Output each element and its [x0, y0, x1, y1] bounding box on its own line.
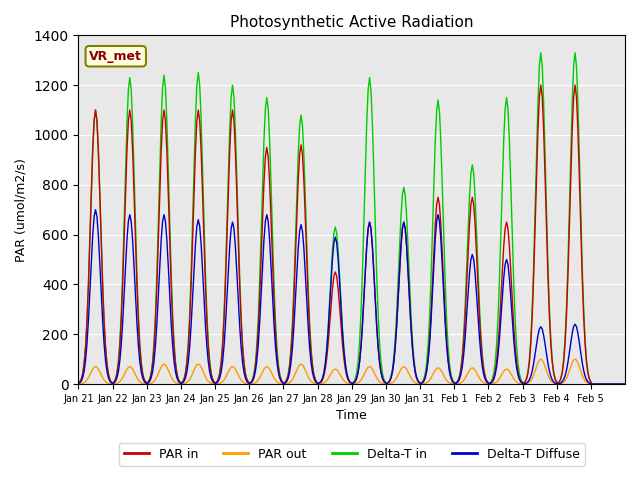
- Text: VR_met: VR_met: [90, 50, 142, 63]
- Title: Photosynthetic Active Radiation: Photosynthetic Active Radiation: [230, 15, 474, 30]
- X-axis label: Time: Time: [337, 409, 367, 422]
- Legend: PAR in, PAR out, Delta-T in, Delta-T Diffuse: PAR in, PAR out, Delta-T in, Delta-T Dif…: [119, 443, 584, 466]
- Y-axis label: PAR (umol/m2/s): PAR (umol/m2/s): [15, 158, 28, 262]
